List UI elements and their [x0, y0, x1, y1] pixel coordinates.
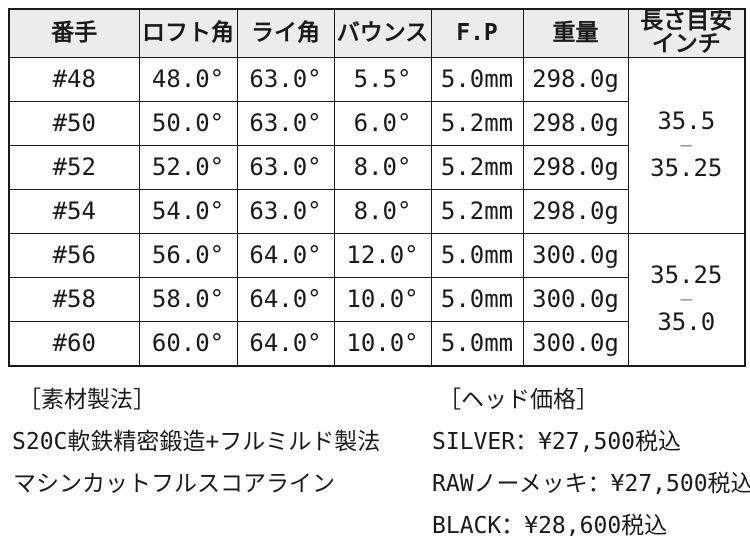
cell-fp: 5.0mm: [430, 232, 524, 278]
cell-lie: 64.0°: [236, 320, 335, 367]
cell-fp: 5.0mm: [430, 56, 524, 102]
cell-number: #60: [8, 320, 140, 367]
table-row: #60 60.0° 64.0° 10.0° 5.0mm 300.0g: [8, 320, 745, 367]
cell-fp: 5.2mm: [430, 144, 524, 190]
col-header-loft: ロフト角: [138, 8, 238, 58]
cell-loft: 48.0°: [138, 56, 238, 102]
cell-number: #58: [8, 276, 140, 322]
cell-fp: 5.2mm: [430, 188, 524, 234]
col-header-lie: ライ角: [236, 8, 335, 58]
cell-number: #50: [8, 100, 140, 146]
cell-fp: 5.0mm: [430, 276, 524, 322]
cell-weight: 298.0g: [522, 144, 629, 190]
cell-loft: 54.0°: [138, 188, 238, 234]
cell-weight: 298.0g: [522, 56, 629, 102]
length-dash: –: [680, 133, 692, 156]
table-row: #56 56.0° 64.0° 12.0° 5.0mm 300.0g 35.25…: [8, 232, 746, 367]
length-dash: –: [680, 287, 692, 310]
cell-loft: 56.0°: [138, 232, 238, 278]
col-header-weight: 重量: [522, 8, 629, 58]
cell-lie: 63.0°: [236, 144, 335, 190]
cell-weight: 298.0g: [522, 100, 629, 146]
col-header-length: 長さ目安 インチ: [627, 8, 746, 58]
cell-number: #54: [8, 188, 140, 234]
col-header-number: 番手: [8, 8, 140, 58]
cell-bounce: 10.0°: [333, 320, 432, 367]
cell-loft: 50.0°: [138, 100, 238, 146]
material-section-title: ［素材製法］: [18, 387, 156, 413]
table-row: #52 52.0° 63.0° 8.0° 5.2mm 298.0g: [8, 144, 745, 190]
cell-weight: 298.0g: [522, 188, 629, 234]
cell-weight: 300.0g: [522, 320, 629, 367]
cell-loft: 58.0°: [138, 276, 238, 322]
cell-number: #56: [8, 232, 140, 278]
cell-weight: 300.0g: [522, 276, 629, 322]
cell-bounce: 10.0°: [333, 276, 432, 322]
price-line-black: BLACK：¥28,600税込: [432, 513, 668, 539]
length-to: 35.0: [657, 307, 716, 336]
cell-bounce: 8.0°: [333, 144, 432, 190]
table-row: #48 48.0° 63.0° 5.5° 5.0mm 298.0g 35.5 –…: [8, 56, 746, 234]
material-line-forging: S20C軟鉄精密鍛造+フルミルド製法: [12, 429, 381, 455]
cell-loft: 52.0°: [138, 144, 238, 190]
cell-bounce: 6.0°: [333, 100, 432, 146]
table-row: #54 54.0° 63.0° 8.0° 5.2mm 298.0g: [8, 188, 745, 234]
cell-lie: 63.0°: [236, 56, 335, 102]
cell-length-group-2: 35.25 – 35.0: [627, 232, 746, 367]
length-from: 35.25: [650, 261, 723, 290]
col-header-bounce: バウンス: [333, 8, 432, 58]
cell-weight: 300.0g: [522, 232, 629, 278]
price-line-silver: SILVER：¥27,500税込: [432, 429, 682, 455]
spec-table-header-row: 番手 ロフト角 ライ角 バウンス F.P 重量 長さ目安 インチ: [8, 8, 746, 58]
cell-bounce: 12.0°: [333, 232, 432, 278]
col-header-fp: F.P: [430, 8, 524, 58]
cell-fp: 5.0mm: [430, 320, 524, 367]
cell-length-group-1: 35.5 – 35.25: [627, 56, 746, 234]
cell-loft: 60.0°: [138, 320, 238, 367]
table-row: #58 58.0° 64.0° 10.0° 5.0mm 300.0g: [8, 276, 745, 322]
price-line-raw: RAWノーメッキ：¥27,500税込: [432, 471, 750, 497]
cell-lie: 63.0°: [236, 188, 335, 234]
cell-bounce: 5.5°: [333, 56, 432, 102]
price-section-title: ［ヘッド価格］: [438, 387, 599, 413]
col-header-length-line2: インチ: [651, 31, 721, 58]
spec-table: 番手 ロフト角 ライ角 バウンス F.P 重量 長さ目安 インチ #48 48.…: [8, 8, 746, 367]
cell-number: #52: [8, 144, 140, 190]
material-line-scoreline: マシンカットフルスコアライン: [13, 471, 335, 497]
cell-number: #48: [8, 56, 140, 102]
cell-bounce: 8.0°: [333, 188, 432, 234]
col-header-length-line1: 長さ目安: [640, 9, 733, 34]
length-to: 35.25: [650, 153, 723, 182]
cell-lie: 64.0°: [236, 232, 335, 278]
cell-lie: 64.0°: [236, 276, 335, 322]
cell-fp: 5.2mm: [430, 100, 524, 146]
length-from: 35.5: [657, 107, 716, 136]
cell-lie: 63.0°: [236, 100, 335, 146]
